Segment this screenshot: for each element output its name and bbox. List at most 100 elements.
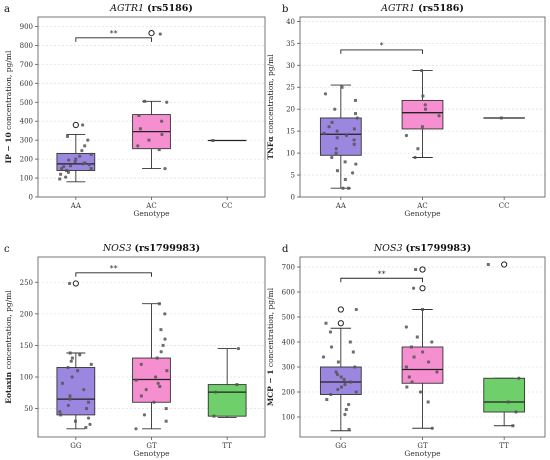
y-tick-label: 600 xyxy=(282,289,295,297)
panel-label: c xyxy=(4,244,10,255)
box-iqr xyxy=(319,366,362,395)
significance-label: ** xyxy=(110,264,118,273)
chart-title: NOS3 (rs1799983) xyxy=(102,243,200,254)
data-point xyxy=(73,419,77,423)
data-point xyxy=(352,127,356,131)
panel-c: 50 100 150 200 250 GG GT TT Genotype Eotaxin conc… xyxy=(4,243,266,458)
box-iqr xyxy=(56,367,96,416)
panel-label: b xyxy=(282,4,288,15)
y-axis-label: TNFα concentration, pg/ml xyxy=(266,54,275,160)
y-tick-label: 900 xyxy=(20,23,33,31)
data-point xyxy=(152,400,156,404)
data-point xyxy=(349,380,353,384)
data-point xyxy=(211,139,215,143)
data-point xyxy=(514,410,518,414)
significance-label: ** xyxy=(378,269,386,278)
data-point xyxy=(164,407,168,411)
data-point xyxy=(322,131,326,135)
data-point xyxy=(511,424,515,428)
title-snp: (rs5186) xyxy=(418,3,464,14)
data-point xyxy=(341,186,345,190)
y-tick-label: 10 xyxy=(286,150,295,158)
data-point xyxy=(334,370,338,374)
data-point xyxy=(347,402,351,407)
data-point xyxy=(163,337,167,341)
y-tick-label: 100 xyxy=(20,374,33,382)
data-point xyxy=(347,428,351,431)
data-point xyxy=(424,107,428,111)
x-tick-label: AA xyxy=(335,202,347,210)
data-point xyxy=(68,394,72,398)
data-point xyxy=(84,426,88,430)
data-point xyxy=(74,157,78,161)
x-axis-label: Genotype xyxy=(133,209,170,218)
data-point xyxy=(409,345,413,349)
outlier-point xyxy=(419,266,426,273)
data-point xyxy=(156,381,160,385)
data-point xyxy=(68,351,72,355)
data-point xyxy=(437,114,441,118)
data-point xyxy=(435,370,439,374)
x-tick-label: AA xyxy=(70,202,82,210)
data-point xyxy=(342,377,346,382)
data-point xyxy=(65,134,69,138)
data-point xyxy=(160,132,164,137)
data-point xyxy=(329,392,333,397)
y-tick-label: 700 xyxy=(20,61,33,69)
y-axis-label: IP − 10 concentration, pg/ml xyxy=(4,50,13,163)
significance-bracket xyxy=(340,277,423,283)
y-tick-label: 300 xyxy=(20,137,33,145)
data-point xyxy=(430,426,434,430)
x-tick-label: AC xyxy=(416,202,427,210)
data-point xyxy=(420,125,424,129)
x-tick-label: CC xyxy=(222,202,233,210)
data-point xyxy=(343,382,347,387)
data-point xyxy=(154,375,158,379)
data-point xyxy=(421,350,425,354)
box-AC xyxy=(132,30,171,170)
x-tick-label: AC xyxy=(145,202,156,210)
data-point xyxy=(59,166,64,171)
data-point xyxy=(70,356,74,360)
y-tick-label: 100 xyxy=(282,414,295,422)
data-point xyxy=(404,325,408,329)
data-point xyxy=(335,129,339,133)
data-point xyxy=(321,355,326,359)
data-point xyxy=(67,281,72,286)
data-point xyxy=(86,138,90,142)
box-TT xyxy=(483,261,526,427)
y-tick-label: 200 xyxy=(282,389,295,397)
data-point xyxy=(339,375,343,379)
data-point xyxy=(353,98,357,102)
data-point xyxy=(323,92,328,96)
data-point xyxy=(410,380,414,384)
data-point xyxy=(134,378,138,382)
data-point xyxy=(66,403,70,408)
data-point xyxy=(89,152,93,156)
y-tick-label: 150 xyxy=(20,342,33,350)
data-point xyxy=(333,107,337,111)
data-point xyxy=(69,359,73,363)
outlier-point xyxy=(501,261,508,268)
outlier-point xyxy=(72,121,79,129)
box-AA xyxy=(56,121,96,183)
y-tick-label: 300 xyxy=(282,364,295,372)
data-point xyxy=(78,353,82,357)
data-point xyxy=(160,119,164,123)
data-point xyxy=(330,155,334,160)
data-point xyxy=(426,360,431,364)
data-point xyxy=(73,160,77,164)
data-point xyxy=(343,160,347,164)
data-point xyxy=(411,286,416,290)
data-point xyxy=(212,414,216,418)
data-point xyxy=(213,390,218,394)
y-tick-label: 5 xyxy=(291,172,295,180)
y-tick-label: 30 xyxy=(286,62,295,70)
data-point xyxy=(334,151,338,155)
data-point xyxy=(165,369,169,373)
y-axis-label: Eotaxin concentration, pg/ml xyxy=(4,290,13,404)
data-point xyxy=(59,172,63,176)
data-point xyxy=(421,94,425,98)
data-point xyxy=(336,360,340,364)
